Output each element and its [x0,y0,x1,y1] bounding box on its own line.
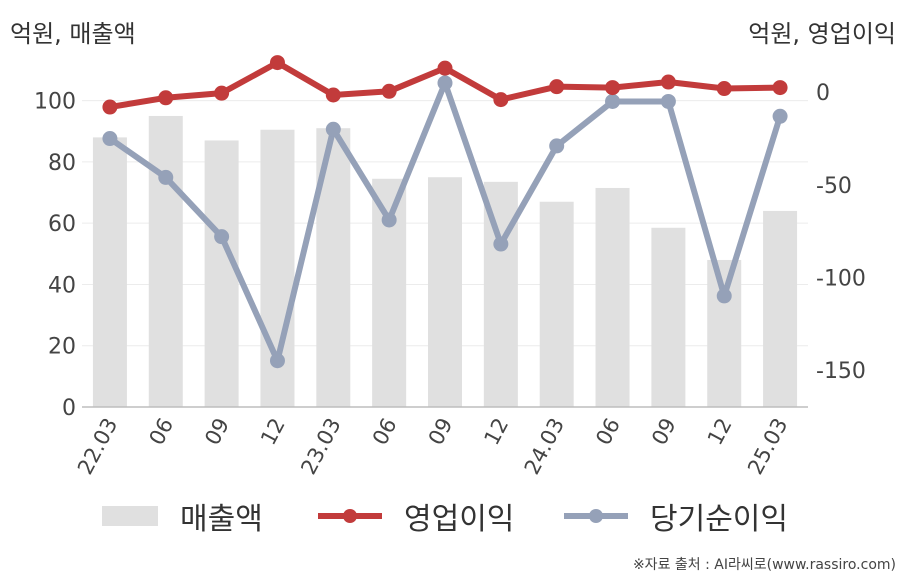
point-operating-profit [325,87,341,103]
bar-sales [539,201,574,407]
legend-item-net-income: 당기순이익 [564,494,788,538]
x-tick-label: 23.03 [296,414,345,478]
x-tick-label: 06 [144,414,178,449]
bar-sales [763,210,798,407]
legend-label-operating-profit: 영업이익 [404,502,515,537]
right-tick-label: 0 [816,81,830,106]
bar-sales [148,115,183,408]
point-operating-profit [493,92,509,108]
point-net-income [493,236,509,252]
bar-sales [92,137,127,407]
x-tick-label: 09 [424,414,458,449]
legend: 매출액 영업이익 당기순이익 [0,494,908,537]
left-tick-label: 20 [48,335,76,360]
x-tick-label: 12 [256,414,290,449]
left-tick-label: 60 [48,212,76,237]
point-operating-profit [716,81,732,97]
bar-sales [595,187,630,407]
point-net-income [605,93,621,109]
left-tick-label: 100 [34,90,76,115]
point-operating-profit [660,74,676,90]
legend-item-operating-profit: 영업이익 [318,494,514,538]
point-operating-profit [269,55,285,71]
right-tick-label: -100 [816,266,866,291]
bar-sales [428,177,462,407]
point-net-income [102,131,118,147]
legend-label-sales: 매출액 [180,502,263,537]
point-operating-profit [102,99,118,115]
left-tick-label: 0 [62,396,76,421]
left-tick-label: 40 [48,273,76,298]
legend-item-sales: 매출액 [102,494,263,538]
legend-swatch-operating-profit [318,509,382,523]
point-net-income [325,121,341,137]
bar-sales [707,259,742,407]
x-tick-label: 25.03 [743,414,792,478]
point-net-income [158,169,174,185]
point-net-income [772,108,788,124]
legend-swatch-sales [102,506,158,526]
point-net-income [437,75,453,91]
source-note: ※자료 출처 : AI라씨로(www.rassiro.com) [632,557,896,573]
x-tick-label: 09 [200,414,234,449]
point-operating-profit [381,83,397,99]
bar-sales [651,227,686,407]
point-net-income [660,93,676,109]
point-net-income [716,288,732,304]
point-operating-profit [437,60,453,76]
x-tick-label: 12 [480,414,514,449]
legend-swatch-net-income [564,509,628,523]
point-operating-profit [549,79,565,95]
legend-label-net-income: 당기순이익 [650,502,788,537]
x-tick-label: 06 [368,414,402,449]
bar-sales [204,140,239,408]
point-net-income [269,353,285,369]
x-tick-label: 06 [591,414,625,449]
point-operating-profit [772,80,788,96]
left-tick-label: 80 [48,151,76,176]
point-operating-profit [214,85,230,101]
point-net-income [381,212,397,228]
point-net-income [214,229,230,245]
point-net-income [549,138,565,154]
x-tick-label: 24.03 [520,414,569,478]
right-tick-label: -50 [816,174,852,199]
x-tick-label: 09 [647,414,681,449]
point-operating-profit [158,90,174,106]
left-axis-unit: 억원, 매출액 [10,20,136,48]
right-tick-label: -150 [816,359,866,384]
x-tick-label: 12 [703,414,737,449]
point-operating-profit [605,80,621,96]
right-axis-unit: 억원, 영업이익 [748,20,896,48]
x-tick-label: 22.03 [73,414,122,478]
